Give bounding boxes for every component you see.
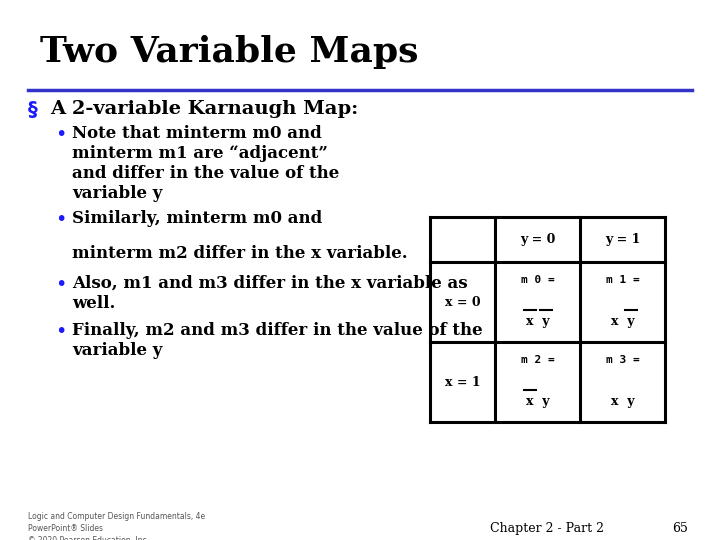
Text: x = 1: x = 1 xyxy=(445,375,480,388)
Text: •: • xyxy=(55,275,66,294)
Text: 65: 65 xyxy=(672,522,688,535)
Text: y = 1: y = 1 xyxy=(605,233,640,246)
Text: and differ in the value of the: and differ in the value of the xyxy=(72,165,339,182)
Text: m 0 =: m 0 = xyxy=(521,275,554,285)
Text: x = 0: x = 0 xyxy=(445,295,480,308)
Text: Logic and Computer Design Fundamentals, 4e
PowerPoint® Slides
© 2020 Pearson Edu: Logic and Computer Design Fundamentals, … xyxy=(28,512,205,540)
Text: minterm m2 differ in the x variable.: minterm m2 differ in the x variable. xyxy=(72,245,408,262)
Text: m 1 =: m 1 = xyxy=(606,275,639,285)
Text: •: • xyxy=(55,125,66,144)
Text: m 3 =: m 3 = xyxy=(606,355,639,365)
Text: x  y: x y xyxy=(611,395,634,408)
Text: x  y: x y xyxy=(611,315,634,328)
Text: Similarly, minterm m0 and: Similarly, minterm m0 and xyxy=(72,210,323,227)
Text: m 2 =: m 2 = xyxy=(521,355,554,365)
Text: variable y: variable y xyxy=(72,342,163,359)
Text: Finally, m2 and m3 differ in the value of the: Finally, m2 and m3 differ in the value o… xyxy=(72,322,482,339)
Text: Also, m1 and m3 differ in the x variable as: Also, m1 and m3 differ in the x variable… xyxy=(72,275,467,292)
Text: x  y: x y xyxy=(526,395,549,408)
Text: well.: well. xyxy=(72,295,115,312)
Text: x  y: x y xyxy=(526,315,549,328)
Text: y = 0: y = 0 xyxy=(520,233,555,246)
Text: Two Variable Maps: Two Variable Maps xyxy=(40,35,418,69)
Text: §: § xyxy=(28,100,37,119)
Text: minterm m1 are “adjacent”: minterm m1 are “adjacent” xyxy=(72,145,328,162)
Text: Note that minterm m0 and: Note that minterm m0 and xyxy=(72,125,322,142)
Text: •: • xyxy=(55,210,66,229)
Text: Chapter 2 - Part 2: Chapter 2 - Part 2 xyxy=(490,522,604,535)
Text: variable y: variable y xyxy=(72,185,163,202)
Text: •: • xyxy=(55,322,66,341)
Text: A 2-variable Karnaugh Map:: A 2-variable Karnaugh Map: xyxy=(50,100,359,118)
